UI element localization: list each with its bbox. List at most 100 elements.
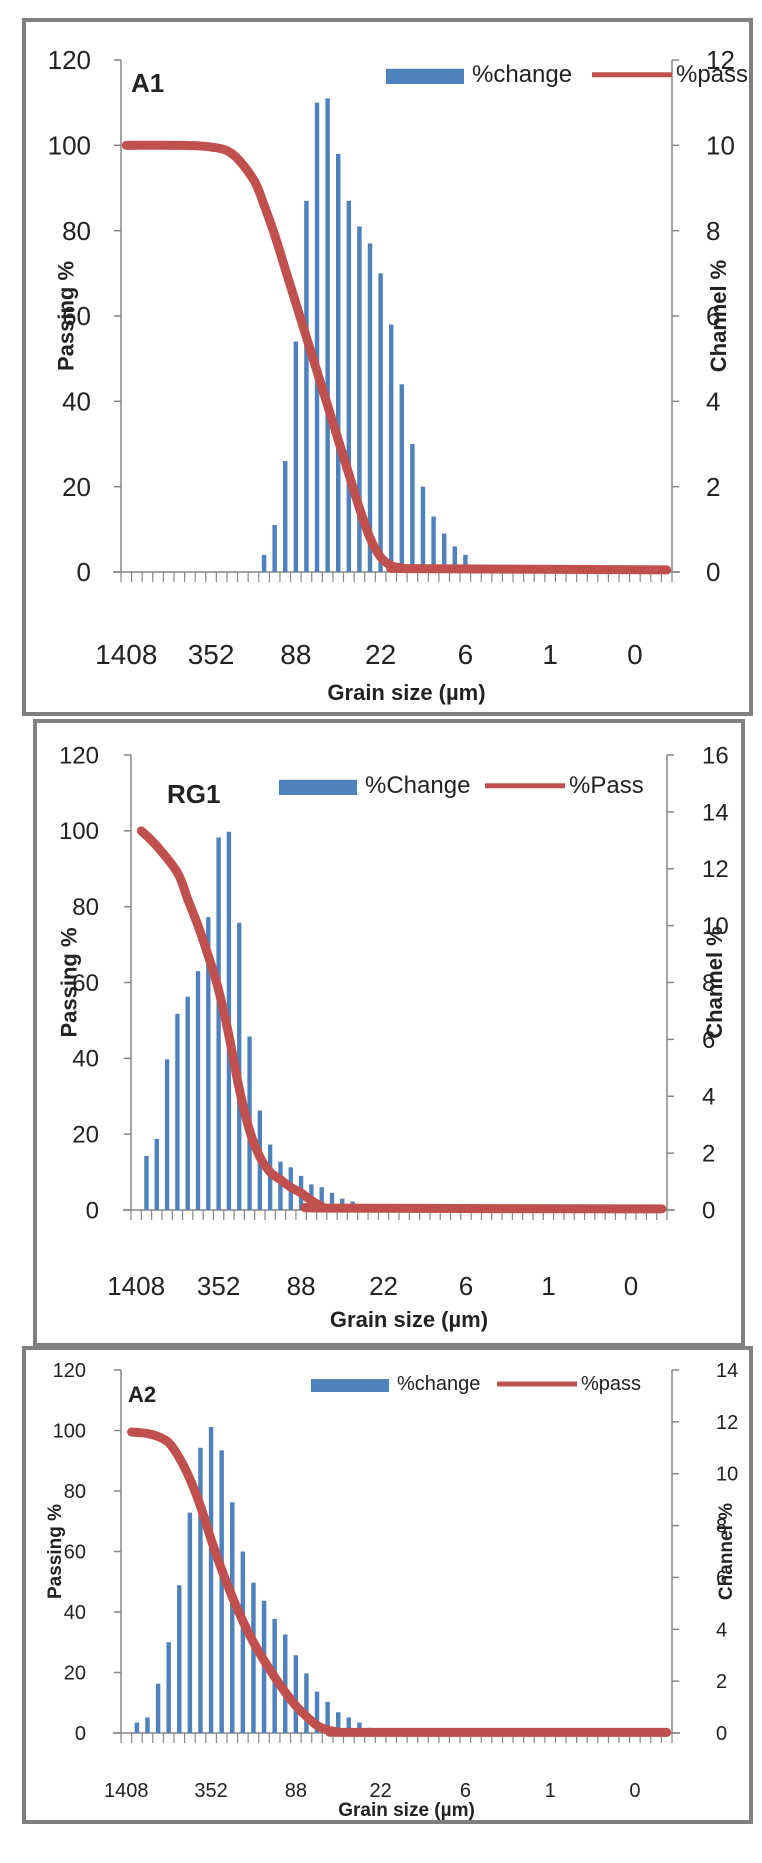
bar-pct-change (463, 554, 468, 572)
x-tick-label: 22 (365, 639, 396, 670)
y-tick-label-left: 40 (72, 1046, 99, 1073)
y-tick-label-right: 12 (702, 856, 729, 883)
y-tick-label-right: 4 (706, 386, 720, 416)
bar-pct-change (206, 917, 211, 1210)
bar-pct-change (134, 1722, 140, 1733)
bar-pct-change (388, 324, 394, 572)
bar-pct-change (325, 1701, 330, 1733)
bar-pct-change (346, 200, 352, 573)
legend-swatch-bar (386, 68, 464, 84)
x-tick-label: 22 (369, 1271, 398, 1301)
bar-pct-change (357, 226, 362, 572)
bar-pct-change (261, 554, 267, 572)
y-tick-label-right: 0 (706, 557, 720, 587)
x-tick-label: 88 (285, 1780, 307, 1802)
y-tick-label-left: 40 (64, 1602, 86, 1624)
bar-pct-change (314, 102, 320, 573)
bar-pct-change (230, 1502, 235, 1733)
bar-pct-change (175, 1013, 180, 1210)
bar-pct-change (240, 1551, 246, 1733)
bar-pct-change (177, 1585, 182, 1733)
x-tick-label: 352 (188, 639, 235, 670)
legend-label-bar: %change (397, 1373, 480, 1395)
legend-label-line: %Pass (569, 772, 644, 799)
legend-swatch-bar (279, 779, 357, 795)
y-tick-label-right: 0 (716, 1723, 727, 1745)
bar-pct-change (431, 516, 436, 572)
x-tick-label: 352 (194, 1780, 227, 1802)
bar-pct-change (319, 1187, 324, 1210)
bar-pct-change (410, 444, 415, 572)
chart-title: A2 (128, 1382, 156, 1407)
y-tick-label-right: 14 (716, 1360, 738, 1382)
bar-pct-change (325, 98, 330, 573)
bar-pct-change (155, 1683, 161, 1733)
y-tick-label-right: 12 (716, 1412, 738, 1434)
y-tick-label-left: 20 (72, 1122, 99, 1149)
y-tick-label-right: 2 (716, 1671, 727, 1693)
x-tick-label: 1 (541, 1271, 555, 1301)
y-tick-label-right: 14 (702, 799, 729, 826)
bar-pct-change (335, 153, 341, 572)
y-tick-label-left: 80 (62, 216, 91, 246)
x-tick-label: 1408 (95, 639, 157, 670)
x-tick-label: 6 (460, 1780, 471, 1802)
x-axis-label: Grain size (µm) (327, 680, 485, 705)
bar-pct-change (283, 461, 288, 572)
y-tick-label-right: 2 (706, 472, 720, 502)
y-tick-label-right: 10 (716, 1464, 738, 1486)
x-tick-label: 0 (629, 1780, 640, 1802)
y-tick-label-right: 6 (706, 301, 720, 331)
bar-pct-change (452, 546, 458, 572)
bar-pct-change (208, 1427, 214, 1733)
x-tick-label: 88 (287, 1271, 316, 1301)
y-tick-label-left: 120 (59, 742, 99, 769)
bar-pct-change (144, 1155, 149, 1210)
chart-title: RG1 (167, 779, 220, 809)
bar-pct-change (216, 837, 221, 1210)
y-tick-label-left: 60 (72, 970, 99, 997)
x-tick-label: 1408 (107, 1271, 165, 1301)
bar-pct-change (278, 1161, 283, 1210)
bar-pct-change (399, 384, 405, 572)
bar-pct-change (335, 1712, 341, 1733)
legend-label-bar: %Change (365, 772, 470, 799)
chart-panel-rg1: 0 20 40 60 80 100 120 0 2 4 6 8 10 12 14 16 1408 352 88 22 6… (33, 719, 745, 1347)
y-tick-label-left: 80 (72, 894, 99, 921)
y-tick-label-right: 10 (706, 130, 735, 160)
y-tick-label-left: 0 (86, 1197, 99, 1224)
bar-pct-change (283, 1634, 288, 1733)
y-tick-label-right: 4 (716, 1619, 727, 1641)
y-tick-label-left: 20 (64, 1663, 86, 1685)
bar-pct-change (219, 1450, 224, 1733)
x-axis-label: Grain size (µm) (338, 1800, 475, 1820)
legend-label-bar: %change (472, 61, 572, 88)
y-tick-label-left: 0 (75, 1723, 86, 1745)
y-tick-label-left: 60 (64, 1542, 86, 1564)
bar-pct-change (367, 243, 373, 572)
bar-pct-change (154, 1138, 159, 1210)
bar-pct-change (195, 971, 201, 1210)
y-tick-label-left: 40 (62, 386, 91, 416)
bar-pct-change (166, 1642, 171, 1733)
y-axis-label-right: Channel % (706, 260, 731, 372)
y-tick-label-right: 8 (702, 970, 715, 997)
legend-label-line: %pass (676, 61, 748, 88)
bar-pct-change (420, 486, 426, 572)
bar-pct-change (357, 1722, 362, 1733)
y-tick-label-left: 120 (48, 45, 91, 75)
y-tick-label-right: 8 (716, 1516, 727, 1538)
bar-pct-change (441, 533, 447, 572)
x-tick-label: 6 (458, 639, 474, 670)
x-tick-label: 6 (459, 1271, 473, 1301)
y-tick-label-right: 12 (706, 45, 735, 75)
y-tick-label-right: 2 (702, 1141, 715, 1168)
y-tick-label-right: 6 (702, 1027, 715, 1054)
bar-pct-change (145, 1717, 150, 1733)
y-tick-label-right: 6 (716, 1567, 727, 1589)
y-tick-label-right: 10 (702, 913, 729, 940)
y-tick-label-right: 0 (702, 1197, 715, 1224)
y-tick-label-right: 16 (702, 742, 729, 769)
chart-panel-a2: 0 20 40 60 80 100 120 0 2 4 6 8 10 12 14 1408 352 88 22 6 1 0… (22, 1346, 753, 1824)
